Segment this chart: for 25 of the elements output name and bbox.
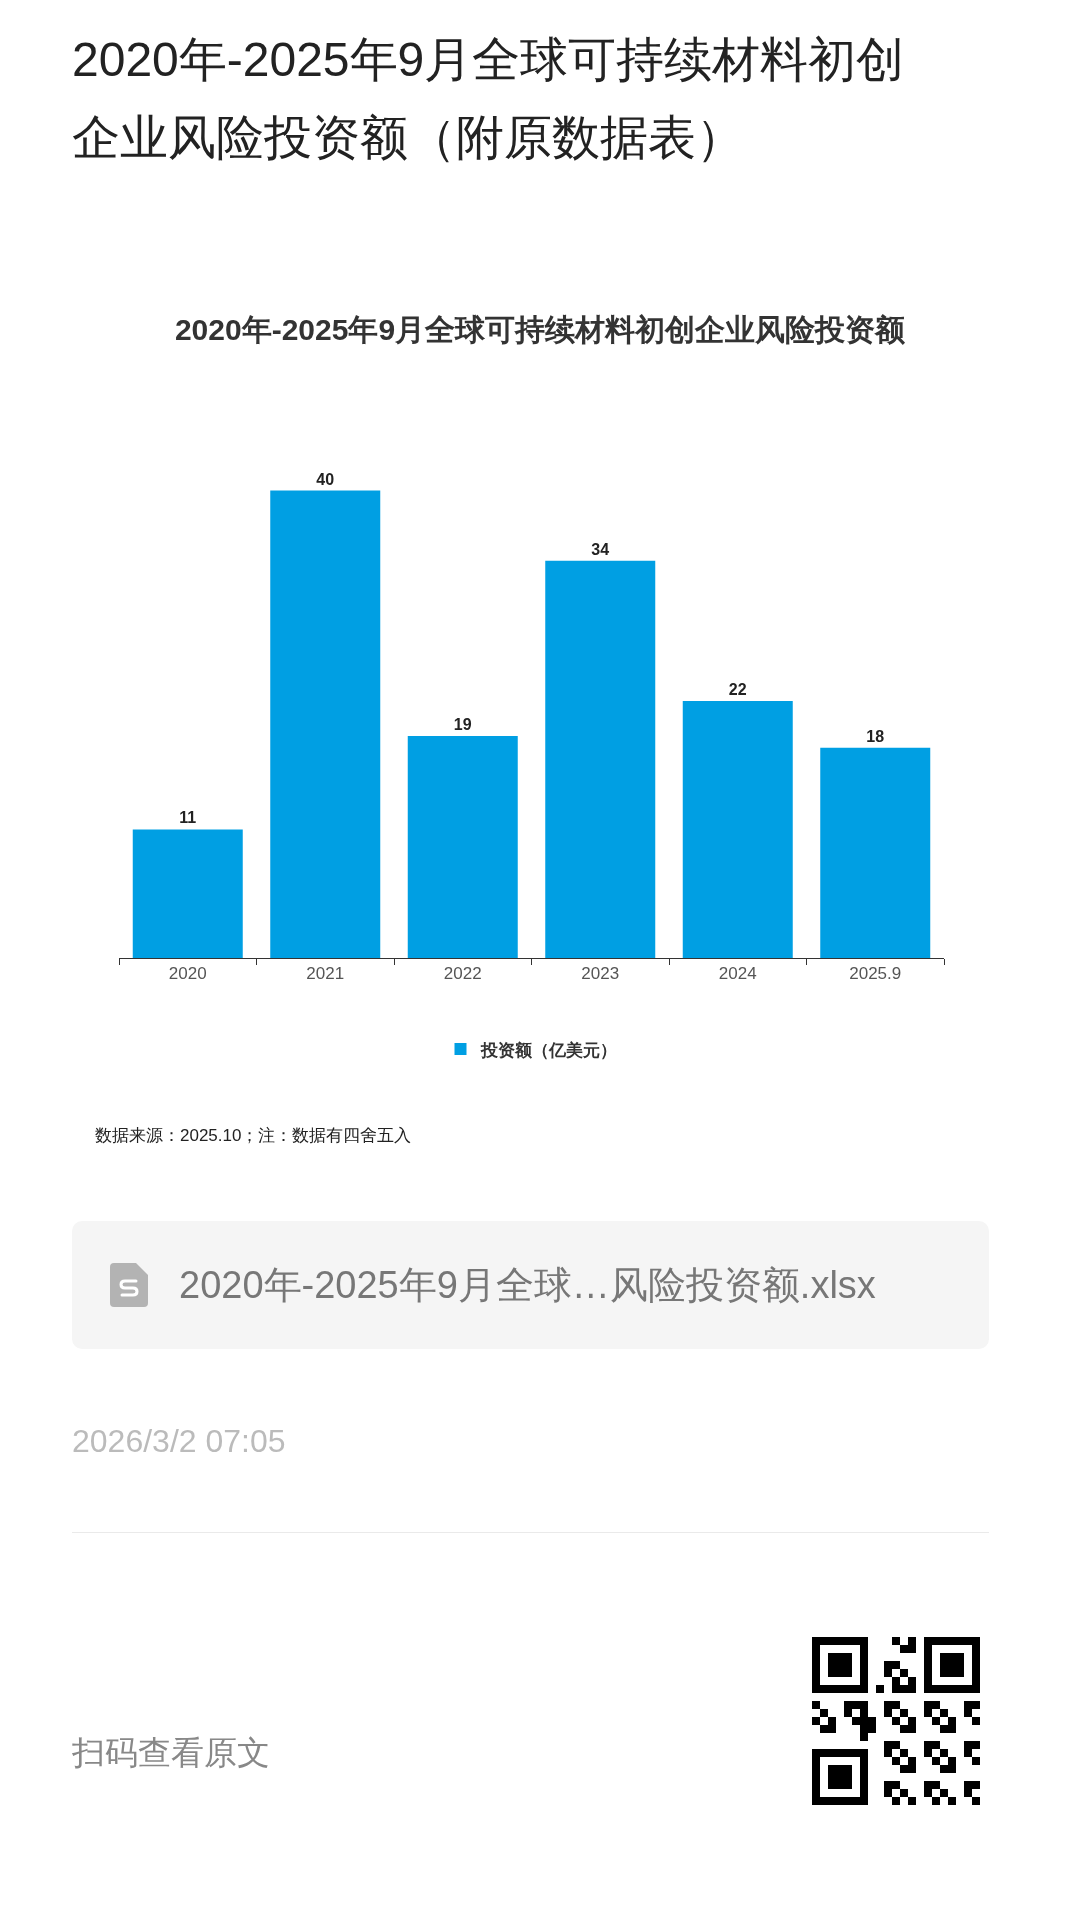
bar [682,700,793,958]
text: 扫码查看原文 [72,1733,270,1773]
data-label: 18 [866,727,885,745]
data-label: 11 [179,809,197,827]
file-card: 2020年-2025年9月全球…风险投资额.xlsx [72,1221,989,1349]
bar [407,735,518,958]
x-tick-label: 2024 [718,964,757,984]
text: 2026/3/2 07:05 [72,1422,286,1461]
data-label: 22 [728,680,747,698]
bar [820,747,931,958]
x-tick-label: 2025.9 [849,964,902,984]
x-tick-label: 2020 [168,964,207,984]
chart-subtitle: 2020年-2025年9月全球可持续材料初创企业风险投资额 [174,312,906,346]
legend-label: 投资额（亿美元） [479,1040,617,1060]
data-label: 19 [453,715,472,733]
source-note: 数据来源：2025.10；注：数据有四舍五入 [95,1125,412,1147]
chart-title: 2020年-2025年9月全球可持续材料初创企业风险投资额（附原数据表） [72,32,906,166]
x-tick-label: 2023 [581,964,620,984]
data-label: 34 [591,540,610,558]
x-tick-label: 2021 [306,964,345,984]
x-tick-label: 2022 [443,964,482,984]
bar [270,490,381,958]
bar [545,560,656,958]
bar [132,829,243,958]
data-label: 40 [316,470,335,488]
